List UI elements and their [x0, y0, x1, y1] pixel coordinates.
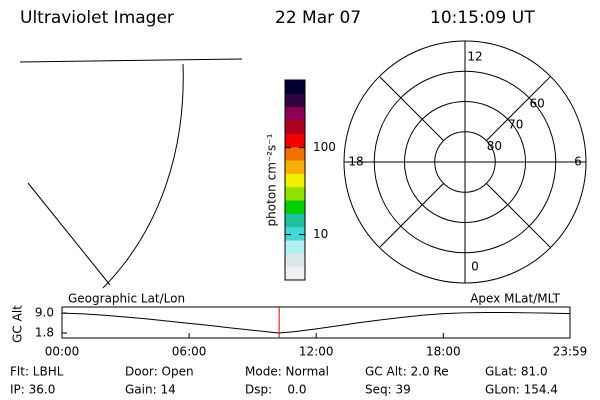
info-field: Dsp: 0.0	[245, 383, 307, 397]
grid-spoke	[379, 76, 444, 141]
map-line	[27, 182, 111, 286]
geographic-map	[19, 58, 243, 289]
color-cell	[285, 120, 305, 134]
colorbar-frame	[284, 79, 306, 281]
colorbar-tick-label: 100	[313, 140, 336, 154]
x-tick-label: 12:00	[299, 345, 334, 359]
date: 22 Mar 07	[275, 8, 361, 28]
y-axis-label: GC Alt	[11, 305, 25, 343]
color-cell	[285, 106, 305, 121]
x-tick-label: 23:59	[553, 345, 588, 359]
color-cell	[285, 93, 305, 108]
map-line	[19, 58, 243, 63]
mlt-label: 18	[348, 155, 363, 169]
mlt-label: 12	[467, 50, 482, 64]
colorbar-label: photon cm⁻²s⁻¹	[265, 133, 279, 226]
y-tick-label: 9.0	[35, 306, 54, 320]
x-tick-label: 06:00	[172, 345, 207, 359]
mlt-label: 0	[471, 260, 479, 274]
ring-label: 80	[487, 139, 502, 153]
info-field: Seq: 39	[365, 383, 411, 397]
color-cell	[285, 146, 305, 161]
color-cell	[285, 200, 305, 214]
info-field: Gain: 14	[125, 383, 176, 397]
color-cell	[285, 133, 305, 148]
color-cell	[285, 80, 305, 94]
info-field: Mode: Normal	[245, 365, 329, 379]
plot-title-right: Apex MLat/MLT	[470, 292, 560, 306]
grid-spoke	[486, 76, 551, 141]
info-field: Door: Open	[125, 365, 194, 379]
color-cell	[285, 173, 305, 188]
plot-title-left: Geographic Lat/Lon	[68, 292, 185, 306]
color-cell	[285, 240, 305, 254]
grid-spoke	[379, 183, 444, 248]
info-field: IP: 36.0	[10, 383, 55, 397]
time: 10:15:09 UT	[430, 8, 535, 28]
color-cell	[285, 213, 305, 228]
color-cell	[285, 160, 305, 174]
colorbar-tick-label: 10	[313, 227, 328, 241]
ring-label: 60	[530, 96, 545, 110]
x-tick-label: 18:00	[426, 345, 461, 359]
ring-label: 70	[508, 118, 523, 132]
color-cell	[285, 253, 305, 268]
info-field: GC Alt: 2.0 Re	[365, 365, 449, 379]
altitude-line	[61, 312, 571, 334]
y-tick-label: 1.8	[35, 326, 54, 340]
info-field: GLon: 154.4	[485, 383, 558, 397]
x-tick-label: 00:00	[45, 345, 80, 359]
info-field: Flt: LBHL	[10, 365, 64, 379]
color-cell	[285, 266, 305, 281]
grid-spoke	[486, 183, 551, 248]
map-line	[102, 63, 184, 289]
color-cell	[285, 186, 305, 201]
color-cell	[285, 226, 305, 241]
title: Ultraviolet Imager	[20, 8, 174, 28]
info-field: GLat: 81.0	[485, 365, 548, 379]
mlt-label: 6	[574, 155, 582, 169]
